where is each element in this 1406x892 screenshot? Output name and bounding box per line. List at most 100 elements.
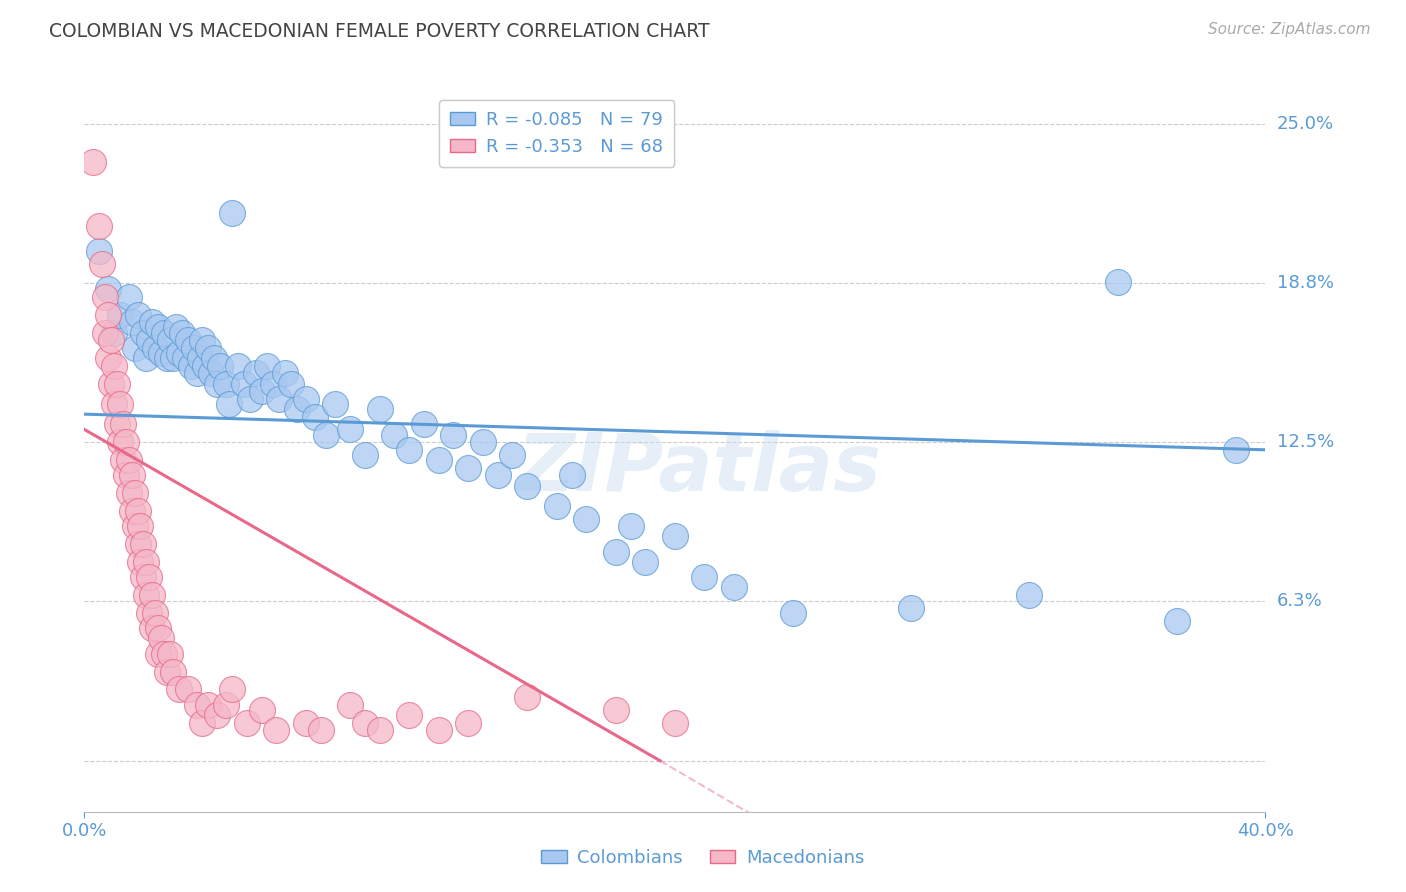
Point — [141, 621, 163, 635]
Point — [221, 206, 243, 220]
Point — [150, 346, 173, 360]
Point — [200, 367, 222, 381]
Point — [215, 376, 238, 391]
Point — [427, 723, 450, 738]
Point — [194, 359, 217, 373]
Point — [693, 570, 716, 584]
Point — [605, 703, 627, 717]
Point — [197, 341, 219, 355]
Point — [664, 715, 686, 730]
Point — [398, 442, 420, 457]
Text: ZIPatlas: ZIPatlas — [516, 430, 882, 508]
Point — [141, 588, 163, 602]
Legend: Colombians, Macedonians: Colombians, Macedonians — [534, 842, 872, 874]
Point — [232, 376, 254, 391]
Point — [441, 427, 464, 442]
Point — [118, 290, 141, 304]
Point — [148, 320, 170, 334]
Point — [427, 453, 450, 467]
Point — [664, 529, 686, 543]
Point — [239, 392, 262, 406]
Point — [295, 715, 318, 730]
Text: 18.8%: 18.8% — [1277, 274, 1333, 292]
Point — [162, 351, 184, 365]
Point — [183, 341, 205, 355]
Point — [138, 606, 160, 620]
Point — [114, 435, 136, 450]
Point — [501, 448, 523, 462]
Text: COLOMBIAN VS MACEDONIAN FEMALE POVERTY CORRELATION CHART: COLOMBIAN VS MACEDONIAN FEMALE POVERTY C… — [49, 22, 710, 41]
Point — [368, 723, 391, 738]
Point — [111, 453, 134, 467]
Point — [141, 315, 163, 329]
Point — [127, 308, 149, 322]
Point — [121, 504, 143, 518]
Point — [165, 320, 187, 334]
Point — [191, 333, 214, 347]
Point — [209, 359, 232, 373]
Point — [135, 555, 157, 569]
Point — [202, 351, 225, 365]
Point — [1018, 588, 1040, 602]
Point — [100, 376, 122, 391]
Point — [186, 367, 208, 381]
Point — [103, 397, 125, 411]
Point — [180, 359, 202, 373]
Point — [170, 326, 193, 340]
Point — [264, 723, 288, 738]
Point — [205, 707, 228, 722]
Text: 25.0%: 25.0% — [1277, 114, 1334, 133]
Point — [108, 308, 131, 322]
Point — [103, 359, 125, 373]
Point — [173, 351, 195, 365]
Point — [368, 402, 391, 417]
Point — [619, 519, 641, 533]
Point — [900, 600, 922, 615]
Point — [159, 647, 181, 661]
Text: 6.3%: 6.3% — [1277, 592, 1322, 610]
Point — [186, 698, 208, 712]
Point — [339, 698, 361, 712]
Point — [215, 698, 238, 712]
Point — [256, 359, 278, 373]
Point — [87, 244, 111, 258]
Point — [205, 376, 228, 391]
Point — [457, 460, 479, 475]
Point — [132, 570, 155, 584]
Point — [159, 333, 181, 347]
Point — [516, 478, 538, 492]
Point — [138, 333, 160, 347]
Point — [197, 698, 219, 712]
Point — [82, 154, 104, 169]
Point — [723, 581, 745, 595]
Point — [121, 315, 143, 329]
Point — [262, 376, 284, 391]
Point — [124, 486, 146, 500]
Point — [118, 453, 141, 467]
Point — [295, 392, 318, 406]
Point — [188, 351, 211, 365]
Point — [274, 367, 297, 381]
Point — [309, 723, 332, 738]
Point — [143, 606, 166, 620]
Point — [575, 511, 598, 525]
Point — [472, 435, 495, 450]
Point — [114, 468, 136, 483]
Point — [129, 555, 152, 569]
Point — [269, 392, 291, 406]
Point — [285, 402, 308, 417]
Point — [153, 647, 176, 661]
Point — [235, 715, 259, 730]
Point — [634, 555, 657, 569]
Point — [167, 346, 190, 360]
Point — [132, 326, 155, 340]
Point — [250, 384, 273, 399]
Point — [105, 417, 128, 432]
Point — [354, 448, 377, 462]
Point — [108, 435, 131, 450]
Point — [280, 376, 302, 391]
Point — [118, 486, 141, 500]
Point — [245, 367, 267, 381]
Point — [135, 351, 157, 365]
Point — [135, 588, 157, 602]
